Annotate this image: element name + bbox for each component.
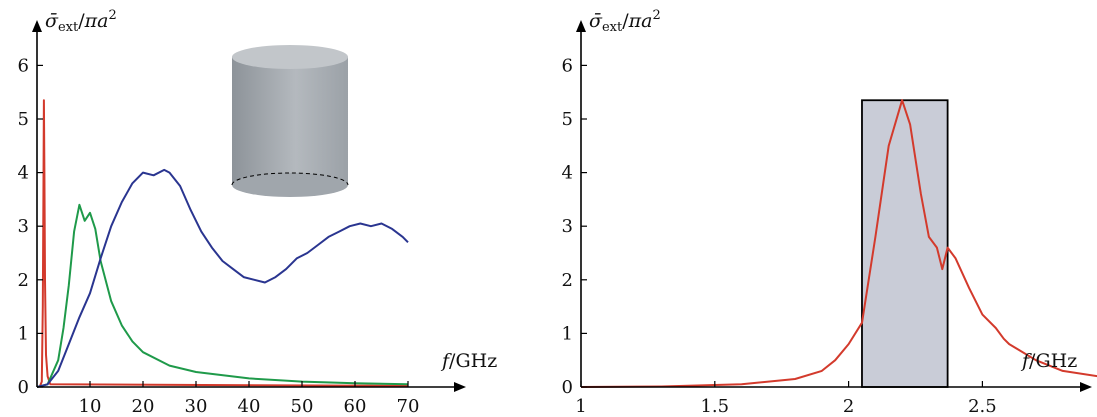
x-tick-label: 1.5 (700, 396, 729, 417)
x-tick-label: 70 (397, 396, 420, 417)
x-tick-label: 10 (79, 396, 102, 417)
cylinder-illustration (231, 45, 349, 197)
left-chart: 0 1 2 3 4 5 6 10 20 30 40 50 60 70 σ̄ext/πa2 f/GHz (18, 8, 498, 417)
y-tick-label: 3 (18, 216, 29, 237)
x-tick-label: 60 (344, 396, 367, 417)
x-axis-arrow (454, 382, 466, 392)
series-line-0 (580, 99, 1097, 388)
y-tick-label: 1 (562, 323, 573, 344)
series-line-0 (38, 99, 409, 388)
x-tick-label: 40 (238, 396, 261, 417)
x-tick-label: 2.5 (968, 396, 997, 417)
y-tick-label: 6 (18, 55, 29, 76)
x-tick-label: 2 (843, 396, 854, 417)
x-axis-label: f/GHz (1020, 350, 1077, 372)
y-tick-label: 1 (18, 323, 29, 344)
y-axis-arrow (576, 20, 586, 32)
x-tick-label: 50 (291, 396, 314, 417)
y-axis-label: σ̄ext/πa2 (589, 8, 661, 35)
y-tick-label: 0 (18, 377, 29, 398)
x-axis-label: f/GHz (440, 350, 497, 372)
x-tick-label: 30 (185, 396, 208, 417)
y-tick-label: 6 (562, 55, 573, 76)
y-axis-arrow (32, 20, 42, 32)
y-tick-label: 4 (18, 163, 29, 184)
y-tick-label: 3 (562, 216, 573, 237)
y-axis-label: σ̄ext/πa2 (45, 8, 117, 35)
y-tick-label: 0 (562, 377, 573, 398)
series-line-2 (36, 168, 409, 388)
y-tick-label: 2 (18, 270, 29, 291)
x-tick-label: 20 (132, 396, 155, 417)
series-line-1 (36, 203, 409, 388)
x-tick-label: 1 (575, 396, 586, 417)
y-tick-label: 5 (18, 109, 29, 130)
y-tick-label: 2 (562, 270, 573, 291)
x-axis-arrow (1080, 382, 1092, 392)
y-tick-label: 5 (562, 109, 573, 130)
y-tick-label: 4 (562, 163, 573, 184)
